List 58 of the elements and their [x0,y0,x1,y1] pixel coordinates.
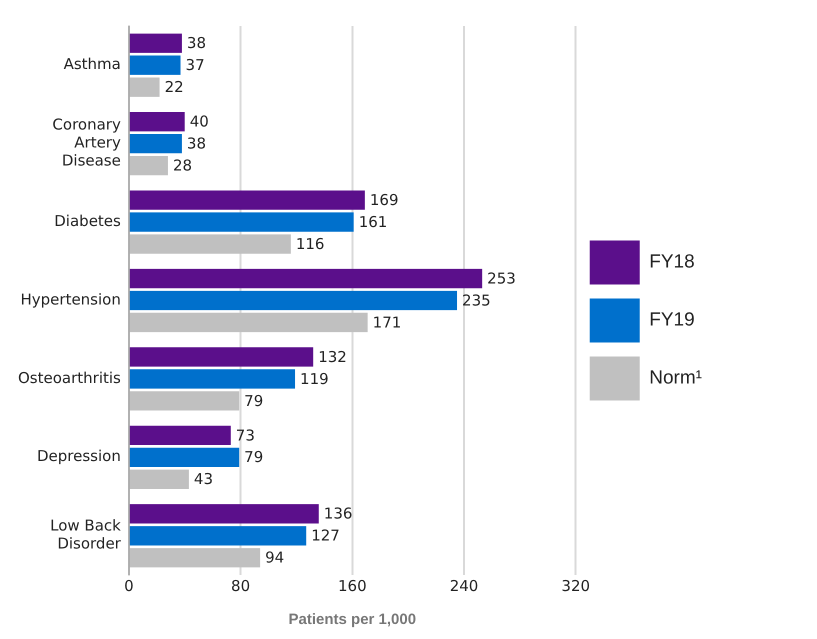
x-tick-label: 0 [124,576,134,595]
legend-label: Norm¹ [649,368,702,389]
bar [130,190,365,210]
bar [130,112,185,132]
data-label: 136 [324,504,352,523]
bar [130,347,314,367]
data-label: 79 [244,392,264,410]
bar [130,78,160,97]
data-label: 22 [164,78,184,96]
y-tick-label: Coronary Artery Disease [52,116,121,170]
bar [130,134,182,154]
data-label: 73 [236,426,255,444]
bar [130,470,189,489]
x-tick-label: 320 [561,576,590,595]
legend-label: FY19 [649,310,695,331]
data-label: 132 [318,348,347,366]
bar [130,369,296,389]
data-label: 171 [372,313,402,332]
y-tick-label: Asthma [64,55,121,74]
data-label: 40 [190,112,209,131]
data-label: 37 [186,56,205,74]
bar [130,212,354,232]
y-tick-label: Hypertension [20,290,121,308]
bar [130,290,458,310]
data-label: 253 [487,269,516,288]
bar [130,156,168,176]
x-tick-label: 240 [450,576,478,595]
data-label: 116 [296,234,324,253]
bar [130,448,240,468]
bar [130,268,482,288]
y-tick-label: Osteoarthritis [18,368,122,387]
legend-label: FY18 [649,252,695,273]
bar [130,526,306,546]
data-label: 161 [358,212,388,231]
data-label: 38 [186,134,206,153]
x-axis-title: Patients per 1,000 [288,611,416,628]
data-label: 94 [265,548,284,567]
bar [130,548,260,568]
bar [130,504,319,524]
data-label: 127 [311,526,340,545]
bar [130,391,240,411]
data-label: 235 [462,291,491,310]
data-label: 119 [300,370,329,388]
y-tick-label: Diabetes [54,212,122,230]
x-tick-label: 160 [338,576,367,595]
y-tick-label: Depression [36,447,121,466]
data-label: 28 [172,156,192,174]
data-label: 38 [186,34,206,52]
bar [130,426,231,446]
bar [130,56,181,75]
data-label: 43 [194,470,213,488]
x-tick-label: 80 [231,576,250,595]
bar [130,234,291,254]
bar [130,312,368,332]
data-label: 79 [244,448,264,466]
bar [130,34,182,53]
y-tick-label: Low Back Disorder [50,516,122,553]
data-label: 169 [370,191,398,209]
